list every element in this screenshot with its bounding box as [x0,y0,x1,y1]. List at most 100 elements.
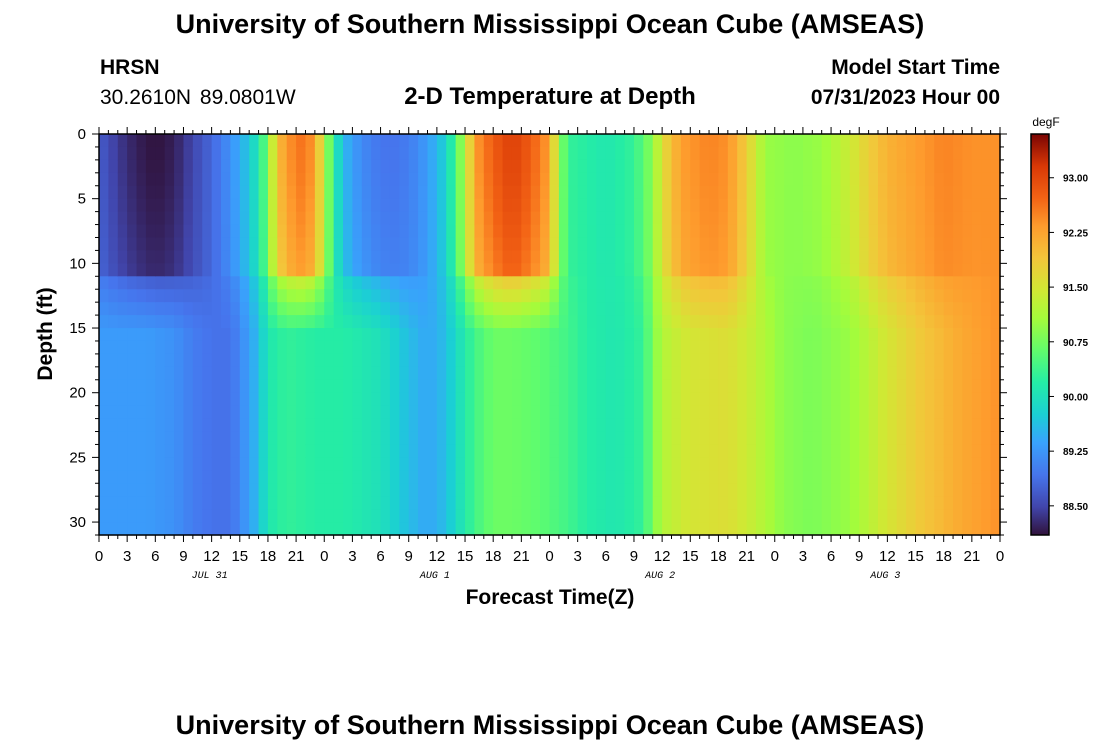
heatmap-cell [277,496,288,510]
heatmap-cell [821,185,832,200]
heatmap-cell [680,315,691,329]
heatmap-cell [221,444,231,458]
heatmap-cell [587,483,598,497]
heatmap-cell [511,366,522,381]
heatmap-cell [296,483,307,497]
heatmap-cell [821,431,832,446]
heatmap-cell [493,379,504,394]
heatmap-cell [802,483,813,497]
heatmap-cell [408,146,419,161]
heatmap-cell [746,444,757,458]
heatmap-cell [399,250,410,264]
heatmap-cell [690,418,701,433]
heatmap-cell [624,146,635,161]
heatmap-cell [164,483,175,497]
heatmap-cell [296,315,307,329]
heatmap-cell [380,237,391,252]
heatmap-cell [427,353,438,368]
heatmap-cell [389,431,400,446]
heatmap-cell [427,522,438,536]
heatmap-cell [521,315,532,329]
heatmap-cell [511,146,522,161]
heatmap-cell [831,470,842,484]
heatmap-cell [990,483,1001,497]
heatmap-cell [709,224,720,239]
heatmap-cell [662,185,673,200]
heatmap-cell [605,172,616,187]
heatmap-cell [446,444,457,458]
heatmap-cell [577,172,588,187]
heatmap-cell [108,315,119,329]
heatmap-cell [859,237,870,252]
heatmap-cell [765,224,776,239]
heatmap-cell [727,198,738,213]
heatmap-cell [418,302,429,316]
heatmap-cell [108,198,119,213]
heatmap-cell [239,392,250,407]
heatmap-cell [568,353,579,368]
heatmap-cell [183,340,194,355]
heatmap-cell [699,340,710,355]
heatmap-cell [558,509,569,523]
heatmap-cell [896,405,907,420]
heatmap-cell [981,134,992,148]
heatmap-cell [774,418,785,433]
heatmap-cell [352,263,363,277]
heatmap-cell [652,496,663,510]
heatmap-cell [727,392,738,407]
heatmap-cell [249,211,260,226]
heatmap-cell [605,211,616,226]
heatmap-cell [831,509,842,523]
heatmap-cell [380,172,391,187]
heatmap-cell [924,379,935,394]
heatmap-cell [502,509,513,523]
heatmap-cell [277,263,288,277]
heatmap-cell [887,405,898,420]
heatmap-cell [877,496,888,510]
heatmap-cell [380,315,391,329]
heatmap-cell [286,276,297,290]
heatmap-cell [399,418,410,433]
heatmap-cell [371,211,382,226]
heatmap-cell [953,444,964,458]
heatmap-cell [962,276,973,290]
heatmap-cell [727,302,738,316]
heatmap-cell [192,379,203,394]
heatmap-cell [155,353,166,368]
heatmap-cell [558,224,569,239]
heatmap-cell [483,483,494,497]
heatmap-cell [408,172,419,187]
heatmap-cell [258,405,269,420]
heatmap-cell [924,185,935,200]
heatmap-cell [211,522,222,536]
heatmap-cell [474,444,485,458]
heatmap-cell [305,134,316,148]
heatmap-cell [352,522,363,536]
heatmap-cell [174,276,185,290]
heatmap-cell [155,276,166,290]
heatmap-cell [502,483,513,497]
heatmap-cell [774,211,785,226]
heatmap-cell [230,353,241,368]
heatmap-cell [859,159,870,174]
heatmap-cell [746,211,757,226]
heatmap-cell [633,315,644,329]
heatmap-cell [202,522,213,536]
heatmap-cell [633,522,644,536]
heatmap-cell [286,392,297,407]
heatmap-cell [821,328,832,342]
heatmap-cell [145,302,156,316]
heatmap-cell [718,366,729,381]
heatmap-cell [746,392,757,407]
heatmap-cell [286,483,297,497]
heatmap-cell [408,211,419,226]
heatmap-cell [887,340,898,355]
heatmap-cell [511,134,522,148]
heatmap-cell [211,366,222,381]
heatmap-cell [587,263,598,277]
heatmap-cell [924,276,935,290]
heatmap-cell [953,237,964,252]
heatmap-cell [849,185,860,200]
heatmap-cell [239,418,250,433]
heatmap-cell [436,198,447,213]
